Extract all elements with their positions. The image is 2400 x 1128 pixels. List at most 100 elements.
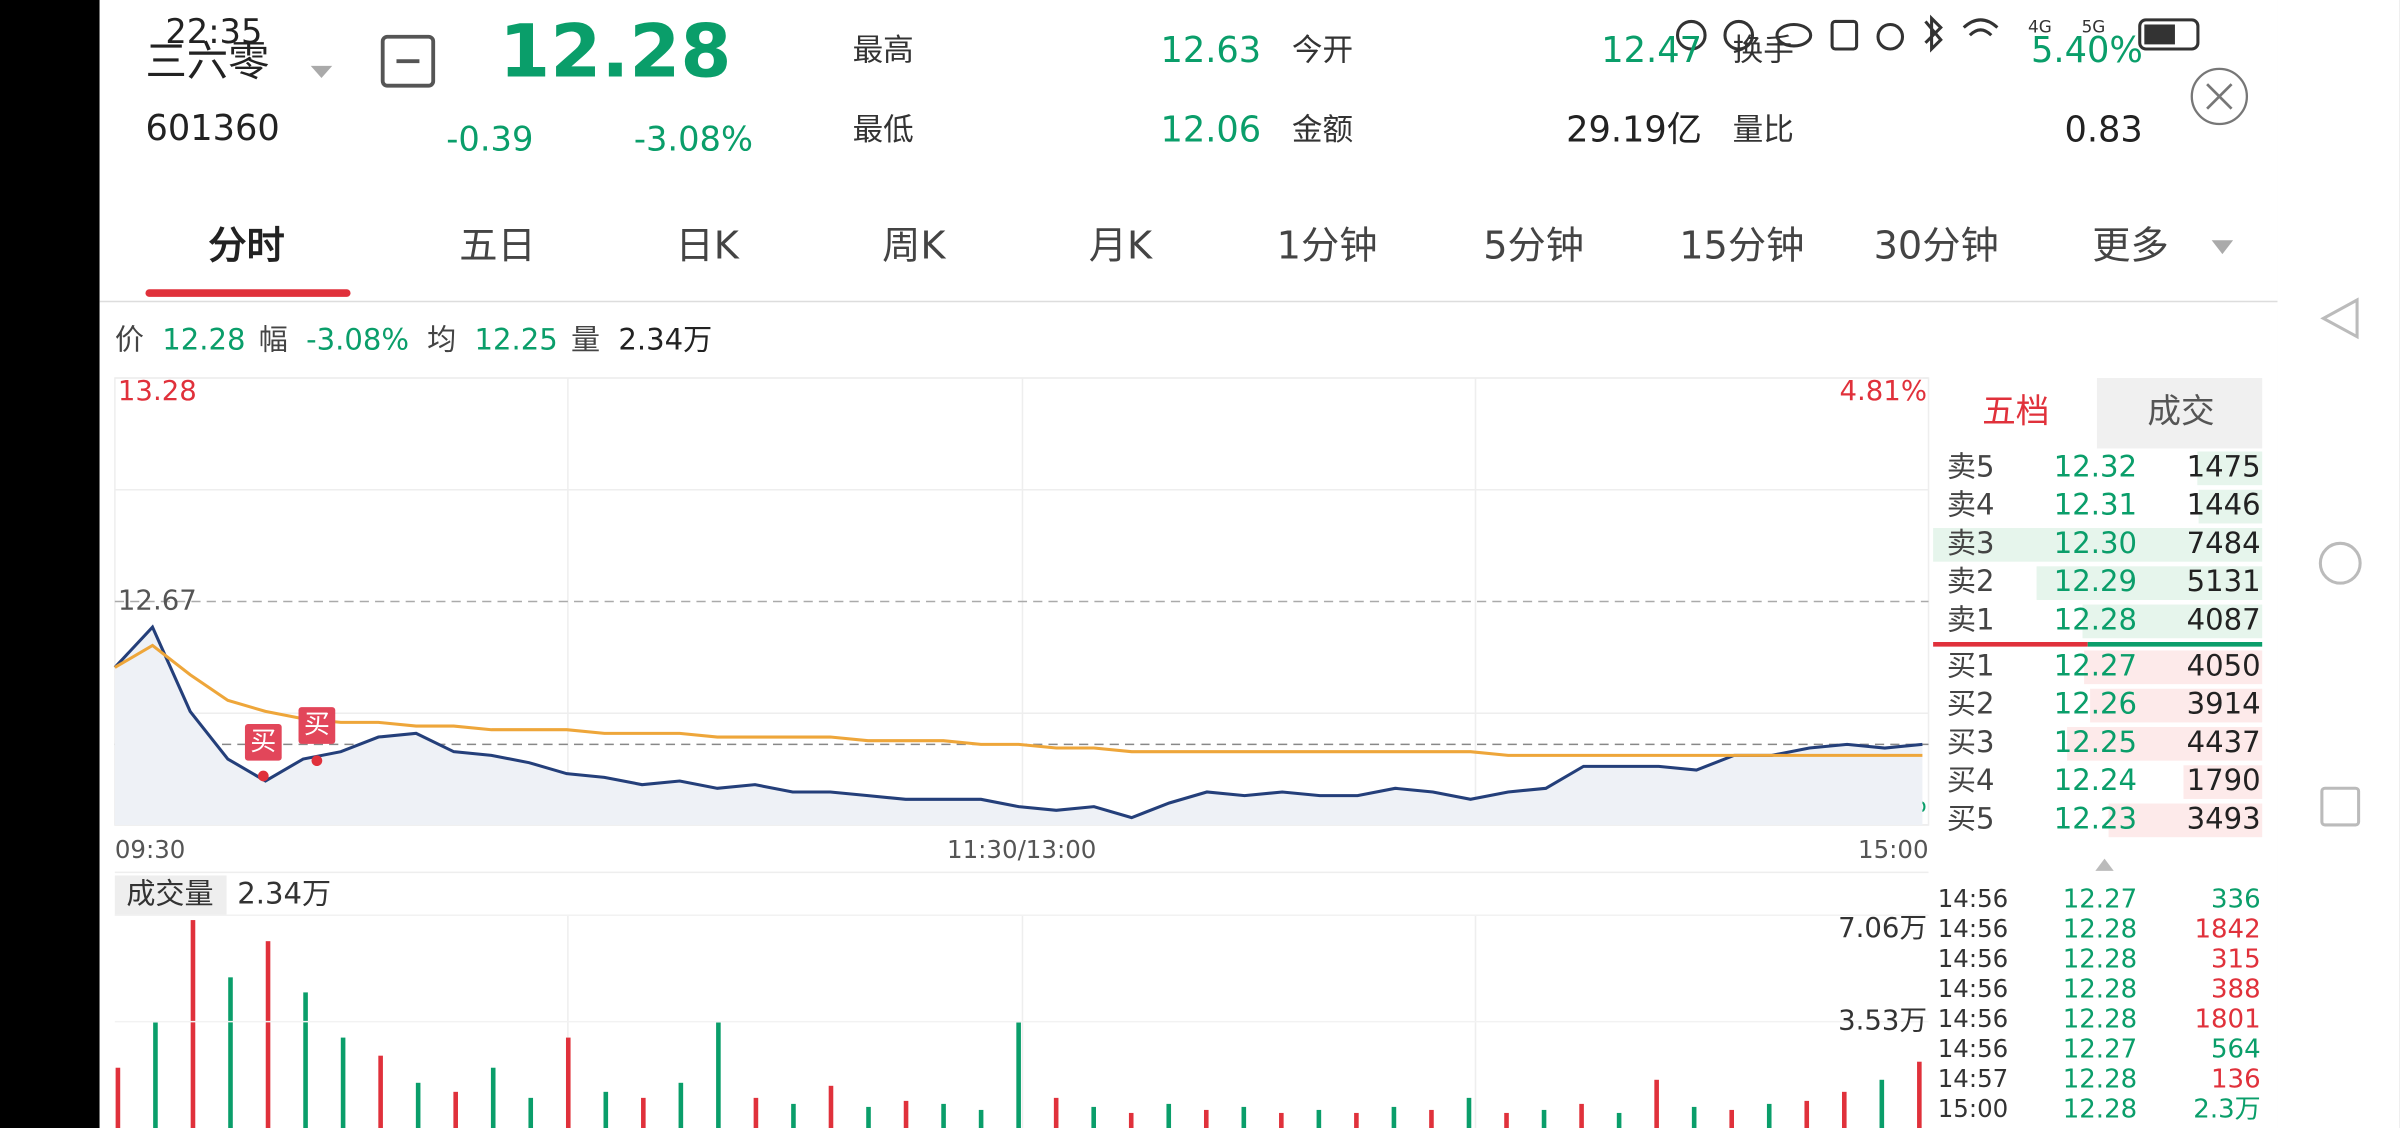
stat-label: 最低 (853, 113, 914, 148)
book-volume: 3914 (2187, 687, 2261, 721)
trade-price: 12.28 (2063, 1004, 2137, 1034)
volume-bar (641, 1097, 646, 1128)
x-tick-label: 09:30 (115, 835, 186, 864)
nav-area (2277, 0, 2400, 1128)
volume-bar (1804, 1100, 1810, 1128)
nav-back[interactable] (2320, 297, 2359, 340)
book-volume: 4087 (2187, 602, 2261, 636)
book-volume: 1475 (2187, 449, 2261, 483)
book-level: 卖5 (1947, 449, 1995, 483)
trade-time: 15:00 (1938, 1094, 2009, 1123)
book-level: 买4 (1947, 763, 1995, 797)
stat-value: 12.47 (1601, 30, 1702, 71)
buy-dot (257, 770, 269, 782)
buy-dot (311, 755, 323, 767)
trade-time: 14:57 (1938, 1064, 2009, 1093)
volume-bar (228, 977, 233, 1128)
buy-marker (244, 723, 282, 761)
volume-bar (828, 1085, 834, 1128)
book-level: 买2 (1947, 687, 1995, 721)
trade-volume: 315 (2211, 944, 2261, 974)
book-level: 卖4 (1947, 488, 1995, 522)
volume-bar (1279, 1112, 1284, 1128)
book-volume: 4050 (2187, 648, 2261, 682)
volume-tick-label: 3.53万 (1838, 1005, 1927, 1037)
name-dropdown[interactable] (310, 65, 333, 79)
book-volume: 1790 (2187, 763, 2261, 797)
volume-bar (1316, 1109, 1322, 1128)
volume-bar (1053, 1097, 1059, 1128)
trade-volume: 1842 (2194, 914, 2260, 944)
stat-value: 12.06 (1160, 110, 1261, 151)
expand-arrow[interactable] (2095, 858, 2114, 871)
volume-bar (528, 1097, 534, 1128)
volume-bar (1616, 1112, 1622, 1128)
trade-volume: 564 (2211, 1034, 2261, 1064)
stock-name[interactable]: 三六零 (145, 37, 269, 85)
volume-bar (115, 1067, 121, 1128)
volume-title: 成交量 (126, 876, 213, 910)
close-icon (2206, 83, 2233, 110)
trades-tab[interactable]: 成交 (2147, 392, 2214, 431)
volume-bar (1241, 1106, 1247, 1128)
info-value: -3.08% (306, 322, 409, 356)
volume-bar (1128, 1112, 1134, 1128)
trade-time: 14:56 (1938, 1034, 2009, 1063)
book-volume: 3493 (2187, 801, 2261, 835)
volume-bar (1466, 1097, 1472, 1128)
volume-bar (378, 1055, 383, 1128)
tab[interactable]: 5分钟 (1483, 223, 1584, 268)
info-label: 价 (115, 322, 144, 356)
volume-title-box (114, 875, 227, 916)
tab[interactable]: 五日 (459, 223, 536, 268)
volume-value: 2.34万 (237, 876, 331, 910)
trade-volume: 2.3万 (2193, 1094, 2260, 1124)
tab[interactable]: 15分钟 (1679, 223, 1804, 268)
status-time: 22:35 (165, 12, 262, 51)
book-level: 卖3 (1947, 526, 1995, 560)
trade-price: 12.28 (2063, 1094, 2137, 1124)
volume-bar (1654, 1079, 1659, 1128)
trade-volume: 336 (2211, 884, 2261, 914)
volume-bar (1841, 1091, 1847, 1128)
tab[interactable]: 1分钟 (1277, 223, 1378, 268)
book-tab[interactable]: 五档 (1982, 392, 2049, 431)
tab[interactable]: 周K (882, 223, 946, 268)
book-price: 12.23 (2054, 801, 2137, 835)
volume-bar (1541, 1109, 1547, 1128)
volume-bar (791, 1103, 796, 1128)
nav-home[interactable] (2318, 541, 2362, 585)
volume-bar (1429, 1109, 1434, 1128)
tab[interactable]: 30分钟 (1874, 223, 1999, 268)
book-price: 12.28 (2054, 602, 2137, 636)
volume-bar (415, 1082, 421, 1128)
trade-volume: 388 (2211, 974, 2261, 1004)
info-label: 均 (427, 322, 456, 356)
depth-bar (2183, 765, 2263, 799)
depth-bar (2090, 688, 2263, 723)
tab[interactable]: 更多 (2092, 223, 2169, 268)
trade-price: 12.28 (2063, 974, 2137, 1004)
volume-bar (1504, 1112, 1509, 1128)
book-level: 买5 (1947, 801, 1995, 835)
stat-label: 量比 (1733, 113, 1794, 148)
tab[interactable]: 日K (675, 223, 739, 268)
info-label: 幅 (259, 322, 288, 356)
book-price: 12.26 (2054, 687, 2137, 721)
depth-bar (2108, 803, 2263, 838)
tab[interactable]: 分时 (208, 223, 285, 268)
buy-marker (298, 707, 336, 744)
book-price: 12.29 (2054, 564, 2137, 598)
active-tab-underline (145, 289, 351, 297)
tab[interactable]: 月K (1089, 223, 1153, 268)
book-price: 12.30 (2054, 526, 2137, 560)
trade-time: 14:56 (1938, 974, 2009, 1003)
stat-value: 0.83 (2064, 110, 2142, 151)
nav-recent[interactable] (2320, 786, 2361, 827)
trade-price: 12.27 (2063, 884, 2137, 914)
more-dropdown[interactable] (2211, 240, 2234, 255)
volume-bar (265, 941, 271, 1128)
collapse-button[interactable] (380, 34, 436, 88)
close-button[interactable] (2190, 67, 2249, 126)
